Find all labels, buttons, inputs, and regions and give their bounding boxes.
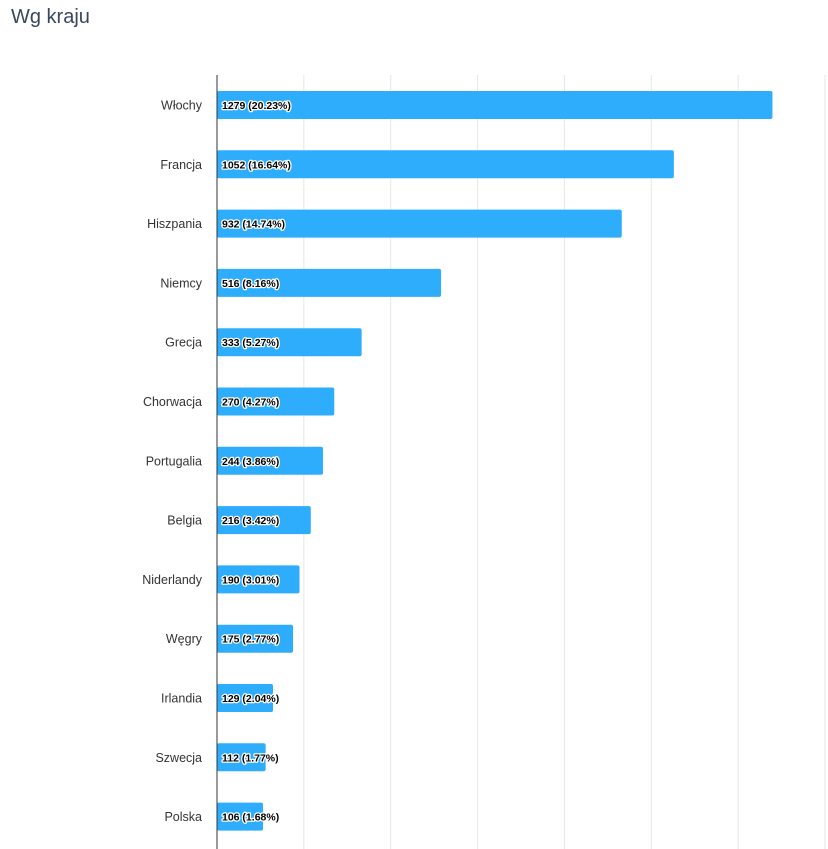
category-label: Niemcy	[160, 276, 202, 290]
bar-6[interactable]	[217, 446, 323, 475]
bar-1[interactable]	[217, 150, 674, 179]
data-label: 106 (1.68%)	[222, 812, 279, 824]
category-label: Węgry	[166, 632, 203, 646]
category-label: Niderlandy	[142, 573, 203, 587]
category-label: Polska	[164, 810, 202, 824]
bar-8[interactable]	[217, 565, 300, 594]
data-label: 333 (5.27%)	[222, 337, 279, 349]
category-label: Chorwacja	[143, 395, 202, 409]
data-label: 270 (4.27%)	[222, 397, 279, 409]
data-label: 244 (3.86%)	[222, 456, 279, 468]
bar-5[interactable]	[217, 387, 335, 416]
category-label: Hiszpania	[147, 217, 202, 231]
data-label: 1279 (20.23%)	[222, 100, 291, 112]
data-label: 216 (3.42%)	[222, 515, 279, 527]
bar-0[interactable]	[217, 91, 773, 119]
bar-12[interactable]	[217, 802, 264, 831]
data-label: 932 (14.74%)	[222, 219, 285, 231]
bar-3[interactable]	[217, 268, 442, 297]
bar-2[interactable]	[217, 209, 622, 238]
data-label: 129 (2.04%)	[222, 693, 279, 705]
category-label: Portugalia	[146, 454, 202, 468]
category-label: Szwecja	[155, 751, 202, 765]
chart-title: Wg kraju	[11, 6, 90, 28]
bar-4[interactable]	[217, 328, 362, 357]
bar-10[interactable]	[217, 684, 274, 712]
data-label: 516 (8.16%)	[222, 278, 279, 290]
data-label: 175 (2.77%)	[222, 634, 279, 646]
category-label: Francja	[160, 158, 202, 172]
data-label: 190 (3.01%)	[222, 574, 279, 586]
data-label: 1052 (16.64%)	[222, 159, 291, 171]
category-label: Włochy	[161, 99, 203, 113]
bar-9[interactable]	[217, 624, 293, 653]
category-label: Irlandia	[161, 692, 202, 706]
bar-11[interactable]	[217, 743, 266, 772]
bar-7[interactable]	[217, 506, 311, 535]
category-label: Grecja	[165, 336, 202, 350]
category-label: Belgia	[167, 514, 202, 528]
data-label: 112 (1.77%)	[222, 752, 279, 764]
